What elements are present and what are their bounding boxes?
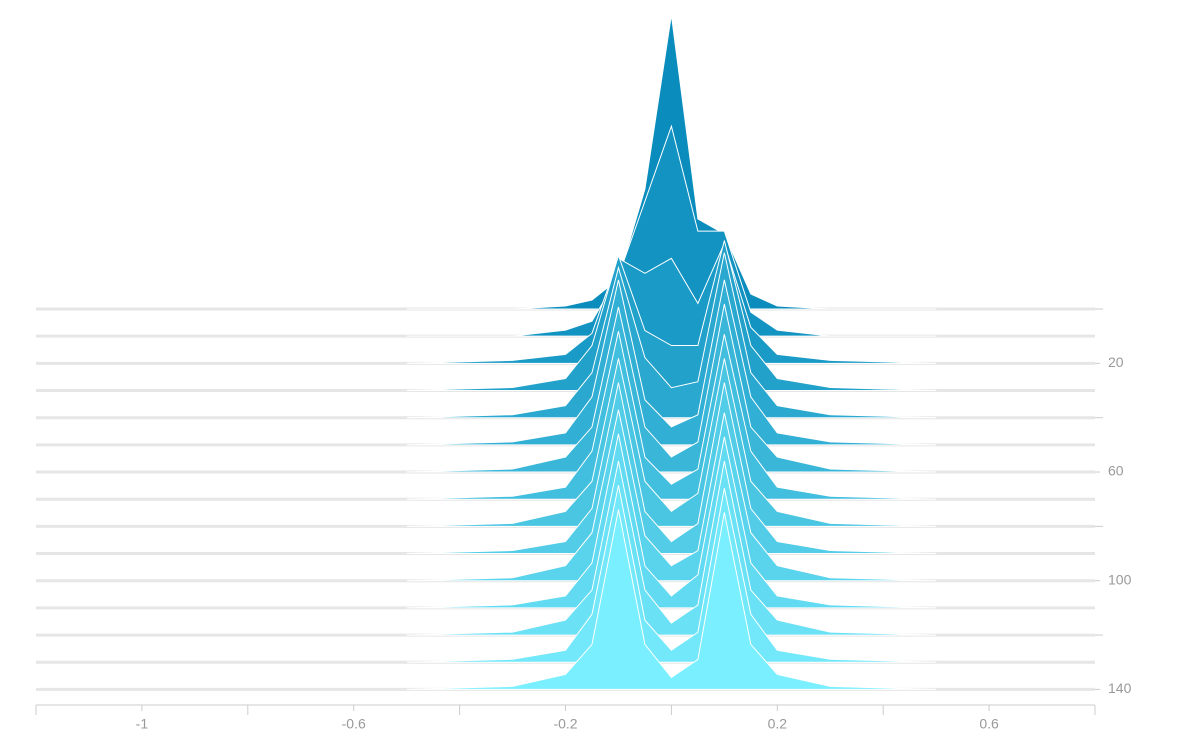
histogram-slice [406,303,937,473]
x-tick-label: 0.6 [979,716,999,732]
y-tick-label: 20 [1108,354,1124,370]
histogram-slice [406,509,937,690]
x-tick-label: 0.2 [768,716,788,732]
histogram-slice [406,279,937,446]
histogram-slice [406,382,937,555]
y-tick-label: 140 [1108,680,1132,696]
histogram-slice [406,124,937,337]
y-tick-label: 60 [1108,463,1124,479]
histogram-slice [406,409,937,582]
histogram-slice [406,241,937,364]
histogram-slice [406,331,937,500]
histogram-slice [406,433,937,609]
y-tick-label: 100 [1108,571,1132,587]
histogram-slice [406,358,937,527]
x-tick-label: -1 [136,716,149,732]
histogram-slice [406,485,937,663]
histogram-slice [406,460,937,636]
histogram-slice [406,252,937,419]
x-tick-label: -0.2 [553,716,577,732]
histogram-slice [406,240,937,392]
x-tick-label: -0.6 [342,716,366,732]
